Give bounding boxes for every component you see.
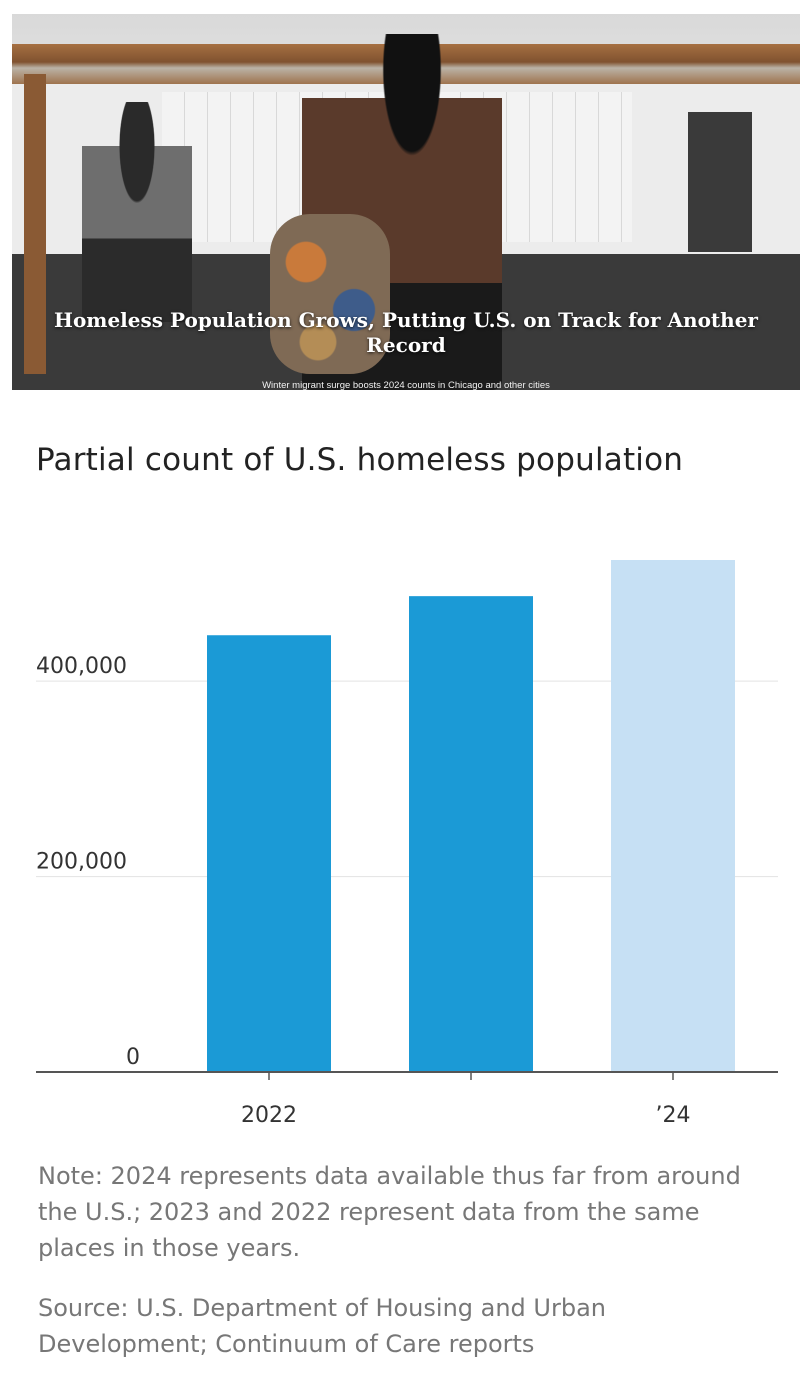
bar-2024: [611, 560, 735, 1072]
x-tick-label: ’24: [656, 1103, 691, 1128]
header-photo: Homeless Population Grows, Putting U.S. …: [12, 14, 800, 390]
y-tick-label: 0: [126, 1045, 140, 1070]
bar-chart: 0 200,000 400,000 2022 ’24: [36, 560, 778, 1128]
chart-source: Source: U.S. Department of Housing and U…: [38, 1294, 607, 1358]
x-tick-label: 2022: [241, 1103, 297, 1128]
bar-2022: [207, 635, 331, 1072]
y-tick-label: 400,000: [36, 654, 127, 679]
chart-title: Partial count of U.S. homeless populatio…: [36, 442, 684, 478]
bar-2023: [409, 596, 533, 1072]
photo-subhead: Winter migrant surge boosts 2024 counts …: [262, 380, 550, 390]
photo-headline: Homeless Population Grows, Putting U.S. …: [54, 308, 758, 357]
chart-note: Note: 2024 represents data available thu…: [38, 1162, 741, 1262]
y-tick-label: 200,000: [36, 850, 127, 875]
